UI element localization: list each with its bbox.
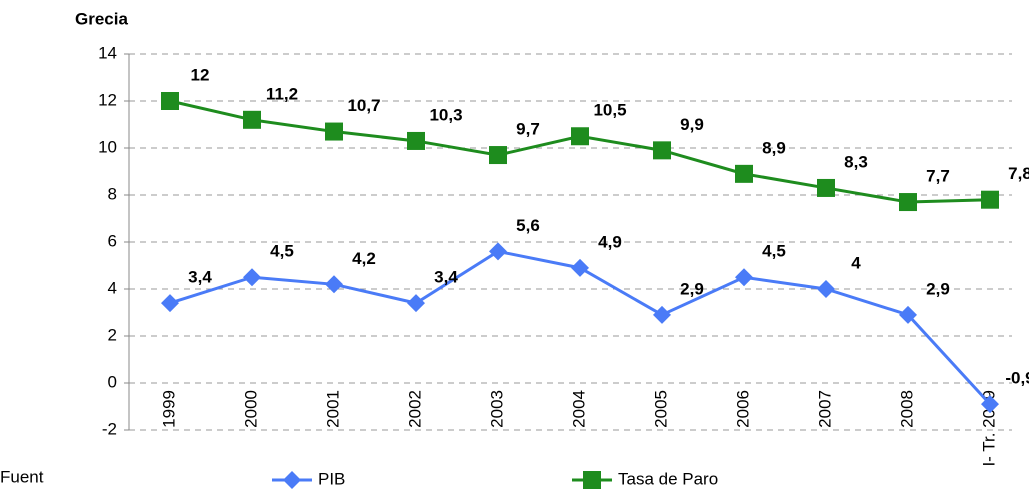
- x-tick-label: 2004: [569, 390, 588, 428]
- value-label: 10,5: [593, 101, 626, 120]
- marker: [583, 471, 601, 489]
- marker: [817, 280, 835, 298]
- marker: [981, 190, 999, 209]
- x-tick-label: 2000: [241, 390, 260, 428]
- marker: [325, 122, 343, 141]
- x-tick-label: 2006: [733, 390, 752, 428]
- value-label: 2,9: [680, 279, 704, 298]
- marker: [325, 275, 343, 294]
- value-label: 4,5: [762, 242, 786, 261]
- marker: [571, 258, 589, 277]
- marker: [899, 305, 917, 324]
- value-label: 12: [191, 65, 210, 84]
- y-tick-label: 6: [108, 231, 117, 250]
- legend-label: PIB: [318, 469, 345, 488]
- y-tick-label: 14: [98, 43, 117, 62]
- value-label: 4: [851, 253, 861, 272]
- y-tick-label: 4: [108, 278, 117, 297]
- y-tick-label: 8: [108, 184, 117, 203]
- value-label: 7,8: [1008, 164, 1029, 183]
- marker: [571, 127, 589, 146]
- value-label: 4,2: [352, 249, 376, 268]
- marker: [407, 131, 425, 150]
- value-label: -0,9: [1005, 369, 1029, 388]
- x-tick-label: 2007: [815, 390, 834, 428]
- y-tick-label: 2: [108, 325, 117, 344]
- value-label: 4,9: [598, 232, 622, 251]
- chart-title: Grecia: [75, 9, 128, 28]
- marker: [653, 141, 671, 160]
- marker: [161, 92, 179, 110]
- x-tick-label: 2002: [405, 390, 424, 428]
- marker: [981, 395, 999, 414]
- value-label: 10,3: [429, 105, 462, 124]
- value-label: 10,7: [347, 96, 380, 115]
- legend-label: Tasa de Paro: [618, 469, 718, 488]
- x-tick-label: 1999: [159, 390, 178, 428]
- x-tick-label: 2008: [897, 390, 916, 428]
- marker: [489, 242, 507, 261]
- y-tick-label: -2: [102, 419, 117, 438]
- y-tick-label: 10: [98, 137, 117, 156]
- value-label: 8,3: [844, 152, 868, 171]
- marker: [161, 294, 179, 313]
- value-label: 3,4: [188, 268, 212, 287]
- marker: [489, 146, 507, 165]
- marker: [735, 268, 753, 287]
- value-label: 11,2: [266, 84, 298, 103]
- value-label: 3,4: [434, 268, 458, 287]
- marker: [899, 193, 917, 212]
- source: Fuent: [0, 467, 44, 486]
- value-label: 4,5: [270, 242, 294, 261]
- x-tick-label: 2005: [651, 390, 670, 428]
- marker: [653, 305, 671, 324]
- value-label: 9,7: [516, 120, 540, 139]
- marker: [735, 164, 753, 183]
- value-label: 5,6: [516, 216, 540, 235]
- y-tick-label: 0: [108, 372, 117, 391]
- marker: [407, 294, 425, 313]
- marker: [817, 178, 835, 197]
- value-label: 2,9: [926, 279, 950, 298]
- x-tick-label: 2003: [487, 390, 506, 428]
- x-tick-label: 2001: [323, 390, 342, 428]
- y-tick-label: 12: [98, 90, 117, 109]
- marker: [243, 110, 261, 129]
- marker: [283, 471, 301, 489]
- value-label: 7,7: [926, 167, 950, 186]
- value-label: 8,9: [762, 138, 786, 157]
- value-label: 9,9: [680, 115, 704, 134]
- marker: [243, 268, 261, 287]
